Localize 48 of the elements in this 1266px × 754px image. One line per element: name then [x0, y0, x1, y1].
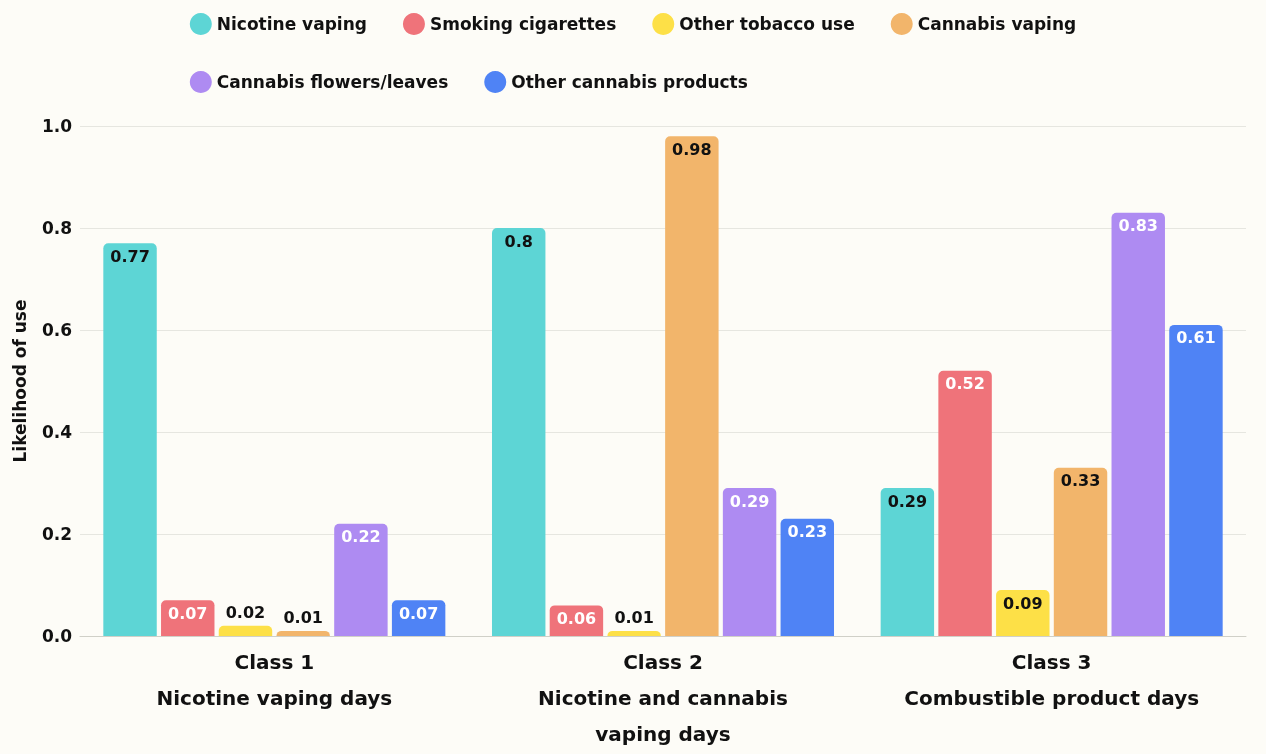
legend-label: Smoking cigarettes — [429, 14, 617, 34]
legend-label: Other tobacco use — [679, 14, 855, 34]
bar — [218, 625, 273, 636]
data-label: 0.29 — [887, 491, 928, 511]
data-label: 0.23 — [787, 522, 828, 542]
data-label: 0.83 — [1118, 216, 1158, 236]
data-label: 0.07 — [398, 603, 439, 623]
bar — [880, 488, 935, 636]
bar — [780, 518, 835, 636]
data-label: 0.77 — [110, 246, 150, 266]
data-label: 0.52 — [945, 374, 985, 394]
y-axis-title: Likelihood of use — [9, 299, 30, 463]
data-label: 0.07 — [168, 603, 208, 623]
bar — [938, 370, 992, 636]
y-tick-label: 0.8 — [41, 218, 72, 238]
y-tick-label: 1.0 — [41, 116, 73, 136]
legend-label: Other cannabis products — [511, 72, 748, 92]
y-tick-label: 0.2 — [41, 524, 72, 544]
bar — [276, 630, 330, 636]
data-label: 0.01 — [283, 608, 323, 628]
y-tick-label: 0.6 — [41, 320, 72, 340]
bar — [1111, 212, 1165, 636]
x-tick-label: Class 2 Nicotine and cannabis vaping days — [538, 650, 788, 746]
legend-label: Nicotine vaping — [216, 14, 367, 34]
data-label: 0.98 — [672, 139, 712, 159]
data-label: 0.8 — [504, 231, 533, 251]
bar — [1169, 324, 1223, 636]
data-label: 0.02 — [225, 603, 266, 623]
legend-label: Cannabis flowers/leaves — [216, 72, 449, 92]
data-label: 0.01 — [614, 608, 654, 628]
bar — [334, 523, 388, 636]
bar — [1053, 467, 1108, 636]
x-tick-label: Class 3 Combustible product days — [904, 650, 1200, 710]
bar — [722, 488, 777, 636]
y-tick-label: 0.4 — [41, 422, 73, 442]
data-label: 0.22 — [341, 527, 381, 547]
data-label: 0.33 — [1060, 471, 1101, 491]
data-label: 0.06 — [556, 608, 597, 628]
bar — [491, 228, 546, 636]
data-label: 0.61 — [1176, 328, 1216, 348]
data-label: 0.29 — [729, 491, 770, 511]
bar — [103, 243, 157, 636]
x-tick-label: Class 1 Nicotine vaping days — [156, 650, 393, 710]
bar — [607, 630, 661, 636]
data-label: 0.09 — [1003, 593, 1043, 613]
legend-label: Cannabis vaping — [917, 14, 1077, 34]
bar — [665, 136, 719, 636]
y-tick-label: 0.0 — [41, 626, 73, 646]
